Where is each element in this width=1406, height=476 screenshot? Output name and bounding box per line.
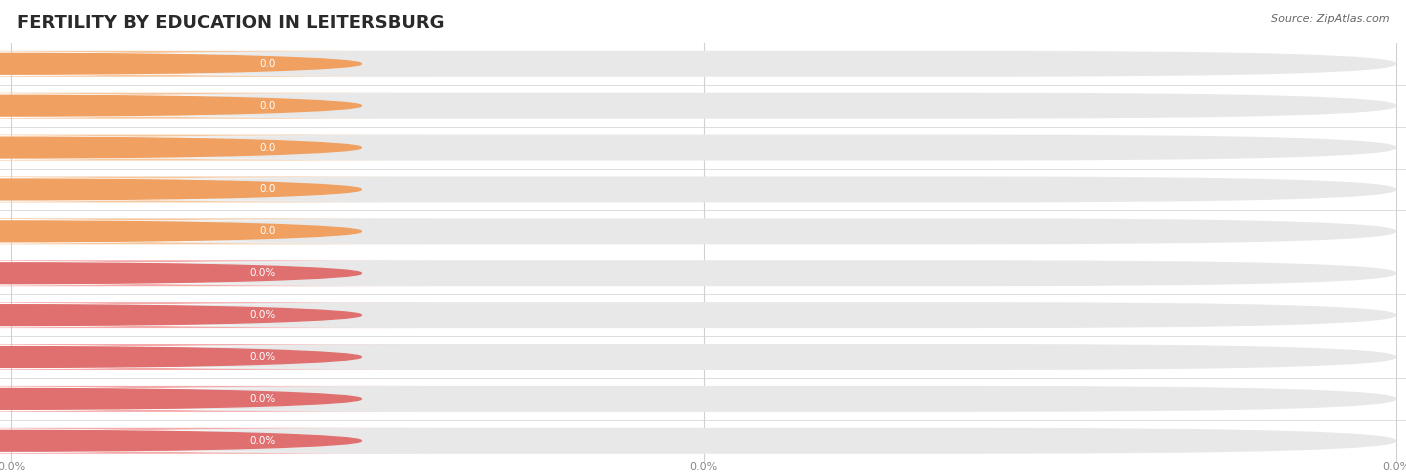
FancyBboxPatch shape	[0, 428, 433, 454]
Text: Graduate Degree: Graduate Degree	[37, 225, 139, 238]
FancyBboxPatch shape	[0, 386, 433, 412]
Text: 0.0: 0.0	[259, 59, 276, 69]
Text: 0.0: 0.0	[259, 142, 276, 153]
Circle shape	[0, 137, 361, 158]
FancyBboxPatch shape	[11, 386, 1396, 412]
Text: 0.0%: 0.0%	[249, 310, 276, 320]
Circle shape	[0, 430, 361, 451]
Text: College or Associate's Degree: College or Associate's Degree	[37, 141, 212, 154]
Text: 0.0: 0.0	[259, 226, 276, 237]
Text: Source: ZipAtlas.com: Source: ZipAtlas.com	[1271, 14, 1389, 24]
Text: 0.0: 0.0	[1388, 252, 1405, 262]
Circle shape	[0, 388, 361, 409]
FancyBboxPatch shape	[0, 388, 366, 410]
Text: 0.0%: 0.0%	[249, 268, 276, 278]
FancyBboxPatch shape	[11, 302, 1396, 328]
FancyBboxPatch shape	[0, 344, 433, 370]
Text: Bachelor's Degree: Bachelor's Degree	[37, 183, 145, 196]
Text: High School Diploma: High School Diploma	[37, 99, 159, 112]
Circle shape	[0, 347, 361, 367]
Text: Less than High School: Less than High School	[37, 57, 166, 70]
FancyBboxPatch shape	[0, 220, 366, 242]
FancyBboxPatch shape	[0, 177, 433, 202]
FancyBboxPatch shape	[11, 218, 1396, 244]
FancyBboxPatch shape	[11, 428, 1396, 454]
FancyBboxPatch shape	[0, 262, 366, 284]
FancyBboxPatch shape	[11, 177, 1396, 202]
Circle shape	[0, 179, 361, 200]
FancyBboxPatch shape	[0, 346, 366, 368]
FancyBboxPatch shape	[11, 93, 1396, 119]
FancyBboxPatch shape	[0, 95, 366, 117]
Text: 0.0%: 0.0%	[1382, 462, 1406, 472]
Text: Less than High School: Less than High School	[37, 267, 166, 280]
Circle shape	[0, 263, 361, 284]
FancyBboxPatch shape	[0, 302, 433, 328]
FancyBboxPatch shape	[11, 260, 1396, 286]
FancyBboxPatch shape	[0, 135, 433, 160]
Text: 0.0%: 0.0%	[249, 352, 276, 362]
FancyBboxPatch shape	[0, 430, 366, 452]
Text: 0.0: 0.0	[259, 100, 276, 111]
Text: 0.0%: 0.0%	[249, 436, 276, 446]
Text: College or Associate's Degree: College or Associate's Degree	[37, 350, 212, 364]
Text: 0.0%: 0.0%	[249, 394, 276, 404]
Text: High School Diploma: High School Diploma	[37, 308, 159, 322]
Circle shape	[0, 53, 361, 74]
Circle shape	[0, 95, 361, 116]
FancyBboxPatch shape	[0, 137, 366, 159]
FancyBboxPatch shape	[0, 53, 366, 75]
FancyBboxPatch shape	[0, 93, 433, 119]
Text: Bachelor's Degree: Bachelor's Degree	[37, 392, 145, 406]
FancyBboxPatch shape	[0, 178, 366, 200]
Text: FERTILITY BY EDUCATION IN LEITERSBURG: FERTILITY BY EDUCATION IN LEITERSBURG	[17, 14, 444, 32]
Text: 0.0%: 0.0%	[689, 462, 718, 472]
FancyBboxPatch shape	[0, 260, 433, 286]
Text: 0.0: 0.0	[695, 252, 713, 262]
Text: Graduate Degree: Graduate Degree	[37, 434, 139, 447]
Circle shape	[0, 221, 361, 242]
FancyBboxPatch shape	[0, 51, 433, 77]
Text: 0.0%: 0.0%	[0, 462, 25, 472]
Circle shape	[0, 305, 361, 326]
FancyBboxPatch shape	[11, 51, 1396, 77]
FancyBboxPatch shape	[0, 304, 366, 326]
Text: 0.0: 0.0	[3, 252, 20, 262]
FancyBboxPatch shape	[0, 218, 433, 244]
Text: 0.0: 0.0	[259, 184, 276, 195]
FancyBboxPatch shape	[11, 135, 1396, 160]
FancyBboxPatch shape	[11, 344, 1396, 370]
